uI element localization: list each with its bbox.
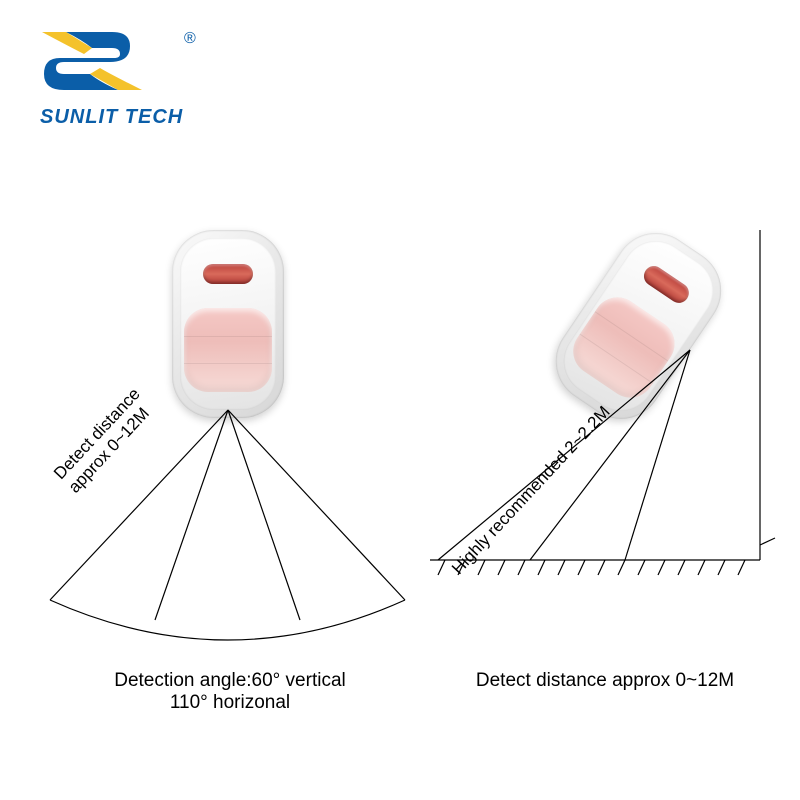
- pir-sensor-left: [172, 230, 284, 418]
- right-height-label: Highly recommended 2~2.2M: [448, 402, 614, 578]
- logo-glyph-icon: [40, 30, 180, 100]
- right-caption: Detect distance approx 0~12M: [455, 670, 755, 692]
- left-distance-label: Detect distance approx 0~12M: [50, 384, 159, 497]
- registered-mark: ®: [184, 30, 196, 48]
- left-caption: Detection angle:60° vertical 110° horizo…: [100, 670, 360, 714]
- fresnel-lens-icon: [184, 308, 272, 392]
- left-caption-line1: Detection angle:60° vertical: [100, 670, 360, 692]
- pir-sensor-right: [539, 217, 737, 435]
- logo-text: SUNLIT TECH: [40, 106, 183, 129]
- led-indicator-icon: [203, 264, 253, 284]
- infographic-canvas: ® SUNLIT TECH: [0, 0, 800, 800]
- logo-mark: ®: [40, 30, 196, 100]
- brand-logo: ® SUNLIT TECH: [40, 30, 196, 129]
- left-caption-line2: 110° horizonal: [100, 692, 360, 714]
